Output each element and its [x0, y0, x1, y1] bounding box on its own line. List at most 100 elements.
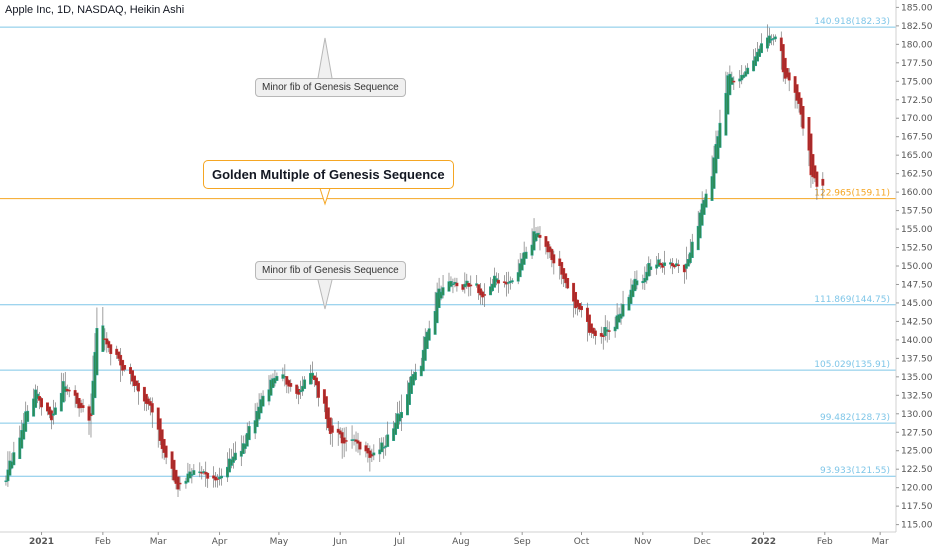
price-tick-label-11: 157.50 — [901, 207, 932, 217]
candle-body-0 — [4, 480, 8, 483]
price-tick-label-7: 167.50 — [901, 133, 932, 143]
candle-body-69 — [192, 470, 196, 475]
fib-level-label-4: 99.482(128.73) — [820, 413, 890, 423]
candle-body-162 — [451, 283, 455, 286]
candle-body-34 — [95, 328, 99, 376]
time-tick-label-9: Oct — [574, 537, 590, 547]
time-tick-label-5: Jun — [332, 537, 347, 547]
time-axis: 2021 Feb Mar Apr May Jun Jul Aug Sep Oct Nov Dec 202… — [29, 532, 889, 547]
candle-body-129 — [358, 441, 362, 450]
price-tick-label-9: 162.50 — [901, 170, 932, 180]
candle-body-244 — [676, 264, 680, 266]
price-axis-bg — [896, 0, 932, 550]
time-tick-label-13: Feb — [817, 537, 833, 547]
price-tick-label-14: 150.00 — [901, 262, 932, 272]
candle-body-289 — [801, 105, 805, 129]
candle-body-264 — [732, 80, 736, 83]
candle-body-119 — [330, 425, 334, 433]
candle-body-139 — [386, 434, 390, 447]
time-tick-label-7: Aug — [452, 537, 470, 547]
candle-body-189 — [524, 251, 528, 259]
candle-body-219 — [607, 330, 611, 332]
price-tick-label-3: 177.50 — [901, 59, 932, 69]
candle-body-84 — [233, 452, 237, 460]
price-tick-label-5: 172.50 — [901, 96, 932, 106]
price-tick-label-19: 137.50 — [901, 354, 932, 364]
price-tick-label-17: 142.50 — [901, 317, 932, 327]
candle-body-99 — [275, 376, 279, 381]
candle-body-269 — [746, 67, 750, 75]
candle-body-29 — [81, 405, 85, 408]
time-tick-label-12: 2022 — [751, 537, 776, 547]
price-tick-label-25: 122.50 — [901, 465, 932, 475]
time-tick-label-2: Mar — [150, 537, 167, 547]
callout-minor-fib-bottom[interactable]: Minor fib of Genesis Sequence — [255, 261, 406, 280]
price-tick-label-15: 147.50 — [901, 280, 932, 290]
price-tick-label-2: 180.00 — [901, 40, 932, 50]
candle-body-295 — [821, 178, 825, 186]
candle-body-169 — [469, 284, 473, 287]
price-tick-label-8: 165.00 — [901, 151, 932, 161]
candle-body-239 — [663, 262, 667, 266]
time-tick-label-4: May — [270, 537, 289, 547]
candle-body-124 — [344, 440, 348, 442]
candle-body-137 — [382, 447, 386, 449]
time-tick-label-1: Feb — [95, 537, 111, 547]
candle-body-134 — [372, 452, 376, 456]
candle-body-164 — [455, 282, 459, 287]
candle-body-284 — [787, 72, 791, 81]
price-tick-label-20: 135.00 — [901, 373, 932, 383]
candles — [4, 24, 825, 497]
price-tick-label-10: 160.00 — [901, 188, 932, 198]
time-tick-label-14: Mar — [872, 537, 889, 547]
time-tick-label-11: Dec — [693, 537, 710, 547]
candle-body-68 — [190, 474, 194, 476]
candle-body-9 — [26, 410, 30, 422]
candle-body-104 — [289, 383, 293, 387]
candle-body-259 — [718, 122, 722, 148]
callout-golden-multiple[interactable]: Golden Multiple of Genesis Sequence — [203, 160, 454, 189]
candle-body-149 — [413, 371, 417, 380]
price-tick-label-24: 125.00 — [901, 447, 932, 457]
price-tick-label-22: 130.00 — [901, 410, 932, 420]
time-tick-label-10: Nov — [634, 537, 652, 547]
candle-body-194 — [538, 234, 542, 238]
candle-body-79 — [220, 475, 223, 479]
time-tick-label-8: Sep — [514, 537, 531, 547]
fib-level-label-2: 111.869(144.75) — [814, 295, 890, 305]
price-tick-label-0: 185.00 — [901, 3, 932, 13]
candle-body-109 — [303, 379, 307, 389]
candle-body-114 — [316, 381, 320, 398]
price-tick-label-13: 152.50 — [901, 244, 932, 254]
candle-body-184 — [510, 280, 514, 283]
fib-level-label-1: 122.965(159.11) — [814, 189, 890, 199]
candle-body-224 — [621, 304, 625, 317]
candle-body-214 — [593, 330, 597, 337]
price-tick-label-28: 115.00 — [901, 521, 932, 531]
pointer-minor-top — [317, 37, 333, 79]
candle-body-19 — [53, 407, 57, 415]
candle-body-54 — [150, 403, 154, 413]
candle-body-44 — [123, 365, 127, 370]
chart-title: Apple Inc, 1D, NASDAQ, Heikin Ashi — [5, 4, 185, 16]
price-tick-label-23: 127.50 — [901, 428, 932, 438]
time-tick-label-3: Apr — [212, 537, 228, 547]
fib-levels: 140.918(182.33) 122.965(159.11) 111.869(14… — [0, 17, 896, 477]
candle-body-24 — [67, 389, 71, 392]
candle-body-49 — [137, 382, 140, 392]
callout-minor-fib-top[interactable]: Minor fib of Genesis Sequence — [255, 78, 406, 97]
candle-body-277 — [769, 38, 773, 41]
candle-body-234 — [649, 266, 653, 270]
candle-body-279 — [773, 36, 777, 40]
time-tick-label-0: 2021 — [29, 537, 54, 547]
candle-body-159 — [441, 287, 445, 296]
price-tick-label-26: 120.00 — [901, 484, 932, 494]
candle-body-174 — [483, 294, 487, 296]
candle-body-204 — [566, 277, 570, 289]
fib-level-label-5: 93.933(121.55) — [820, 466, 890, 476]
candle-body-249 — [690, 241, 694, 258]
price-axis: 185.00 182.50 180.00 177.50 175.00 172.50 170.… — [896, 3, 932, 531]
price-tick-label-6: 170.00 — [901, 114, 932, 124]
candle-body-179 — [496, 279, 500, 284]
